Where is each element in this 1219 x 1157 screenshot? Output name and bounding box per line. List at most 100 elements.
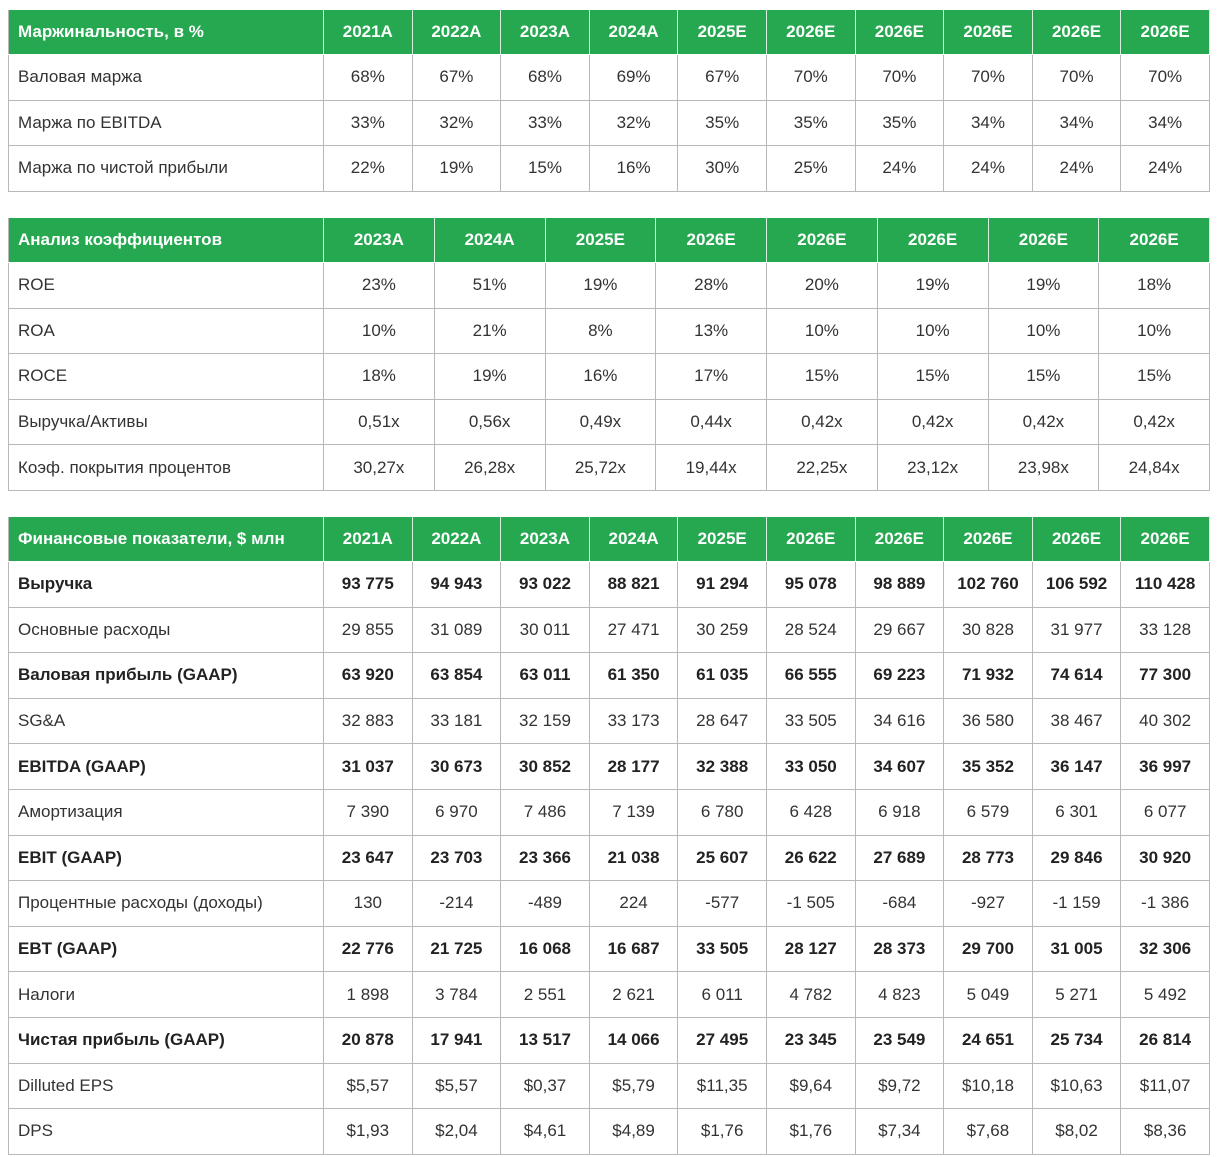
table-cell: 4 823	[854, 971, 945, 1018]
table-cell: 19%	[433, 353, 546, 400]
ratios-column-header: 2026E	[1098, 217, 1210, 263]
row-label: EBITDA (GAAP)	[8, 743, 324, 790]
table-cell: 34 616	[854, 697, 945, 745]
financials-header-row: Финансовые показатели, $ млн 2021A 2022A 2…	[8, 516, 1210, 562]
table-cell: 34 607	[854, 743, 945, 790]
table-cell: 34%	[1120, 99, 1210, 147]
ratios-column-header: 2026E	[987, 217, 1100, 263]
table-row: ROCE 18% 19% 16% 17% 15% 15% 15% 15%	[8, 353, 1210, 400]
row-label: EBT (GAAP)	[8, 925, 324, 973]
table-cell: 6 011	[677, 971, 767, 1018]
table-cell: 95 078	[765, 561, 856, 608]
table-cell: 15%	[500, 145, 590, 192]
margins-title: Маржинальность, в %	[8, 9, 324, 55]
table-cell: 21 725	[411, 925, 502, 973]
ratios-column-header: 2026E	[655, 217, 767, 263]
table-cell: 23 345	[765, 1016, 856, 1064]
table-cell: 28 373	[854, 925, 945, 973]
table-cell: 30%	[677, 145, 767, 192]
table-cell: $11,07	[1120, 1062, 1210, 1110]
row-label: Маржа по чистой прибыли	[8, 145, 324, 192]
table-cell: 7 486	[500, 788, 590, 836]
table-cell: 15%	[876, 353, 989, 400]
table-cell: 3 784	[411, 971, 502, 1018]
margins-column-header: 2026E	[854, 9, 945, 55]
table-cell: 31 977	[1031, 606, 1122, 654]
table-cell: $10,63	[1031, 1062, 1122, 1110]
table-cell: 98 889	[854, 561, 945, 608]
row-label: Маржа по EBITDA	[8, 99, 324, 147]
table-cell: 63 920	[323, 652, 413, 699]
table-cell: 32%	[588, 99, 679, 147]
table-cell: 26 814	[1120, 1016, 1210, 1064]
margins-column-header: 2022A	[411, 9, 502, 55]
table-cell: 10%	[323, 307, 435, 355]
table-cell: 1 898	[323, 971, 413, 1018]
table-cell: 5 492	[1120, 971, 1210, 1018]
table-cell: 106 592	[1031, 561, 1122, 608]
row-label: Налоги	[8, 971, 324, 1018]
table-cell: -1 505	[765, 880, 856, 927]
table-cell: 13%	[655, 307, 767, 355]
table-cell: $8,02	[1031, 1108, 1122, 1155]
table-cell: 0,42x	[766, 398, 878, 446]
table-cell: 6 077	[1120, 788, 1210, 836]
table-cell: 33%	[500, 99, 590, 147]
table-cell: 22 776	[323, 925, 413, 973]
table-cell: 13 517	[500, 1016, 590, 1064]
margins-table: Маржинальность, в % 2021A 2022A 2023A 2024A…	[8, 9, 1210, 192]
table-cell: 88 821	[588, 561, 679, 608]
row-label: Амортизация	[8, 788, 324, 836]
table-row: Коэф. покрытия процентов 30,27x 26,28x 25,7…	[8, 444, 1210, 491]
margins-header-row: Маржинальность, в % 2021A 2022A 2023A 2024A…	[8, 9, 1210, 55]
financials-column-header: 2026E	[943, 516, 1033, 562]
table-cell: 31 089	[411, 606, 502, 654]
row-label: Процентные расходы (доходы)	[8, 880, 324, 927]
table-cell: 32 159	[500, 697, 590, 745]
table-cell: 34%	[1031, 99, 1122, 147]
row-label: EBIT (GAAP)	[8, 834, 324, 882]
table-cell: 69%	[588, 54, 679, 101]
table-cell: 25 734	[1031, 1016, 1122, 1064]
table-cell: 20%	[766, 262, 878, 309]
table-cell: 16 068	[500, 925, 590, 973]
table-cell: 26 622	[765, 834, 856, 882]
table-cell: 23 647	[323, 834, 413, 882]
financials-column-header: 2025E	[677, 516, 767, 562]
table-cell: 23,98x	[987, 444, 1100, 491]
table-row: ROE 23% 51% 19% 28% 20% 19% 19% 18%	[8, 262, 1210, 309]
table-cell: 19%	[544, 262, 657, 309]
table-cell: 32 883	[323, 697, 413, 745]
table-cell: 33 128	[1120, 606, 1210, 654]
table-cell: 68%	[500, 54, 590, 101]
table-cell: 68%	[323, 54, 413, 101]
row-label: SG&A	[8, 697, 324, 745]
table-cell: $7,68	[943, 1108, 1033, 1155]
table-cell: $8,36	[1120, 1108, 1210, 1155]
table-cell: 36 580	[943, 697, 1033, 745]
table-cell: 35%	[854, 99, 945, 147]
table-cell: 0,44x	[655, 398, 767, 446]
table-cell: $9,64	[765, 1062, 856, 1110]
table-cell: 25 607	[677, 834, 767, 882]
table-cell: 6 918	[854, 788, 945, 836]
margins-column-header: 2026E	[1031, 9, 1122, 55]
table-cell: $11,35	[677, 1062, 767, 1110]
row-label: ROCE	[8, 353, 324, 400]
table-cell: 74 614	[1031, 652, 1122, 699]
table-cell: 31 005	[1031, 925, 1122, 973]
table-cell: 70%	[943, 54, 1033, 101]
table-cell: 19,44x	[655, 444, 767, 491]
ratios-column-header: 2024A	[433, 217, 546, 263]
table-row: Валовая маржа 68% 67% 68% 69% 67% 70% 70% 70% 70%…	[8, 54, 1210, 101]
table-cell: 24%	[943, 145, 1033, 192]
table-row: ROA 10% 21% 8% 13% 10% 10% 10% 10%	[8, 307, 1210, 355]
table-cell: 93 022	[500, 561, 590, 608]
table-cell: 23 703	[411, 834, 502, 882]
table-cell: 70%	[765, 54, 856, 101]
table-cell: 14 066	[588, 1016, 679, 1064]
table-cell: -1 386	[1120, 880, 1210, 927]
table-cell: 32%	[411, 99, 502, 147]
financials-column-header: 2021A	[323, 516, 413, 562]
table-cell: 224	[588, 880, 679, 927]
